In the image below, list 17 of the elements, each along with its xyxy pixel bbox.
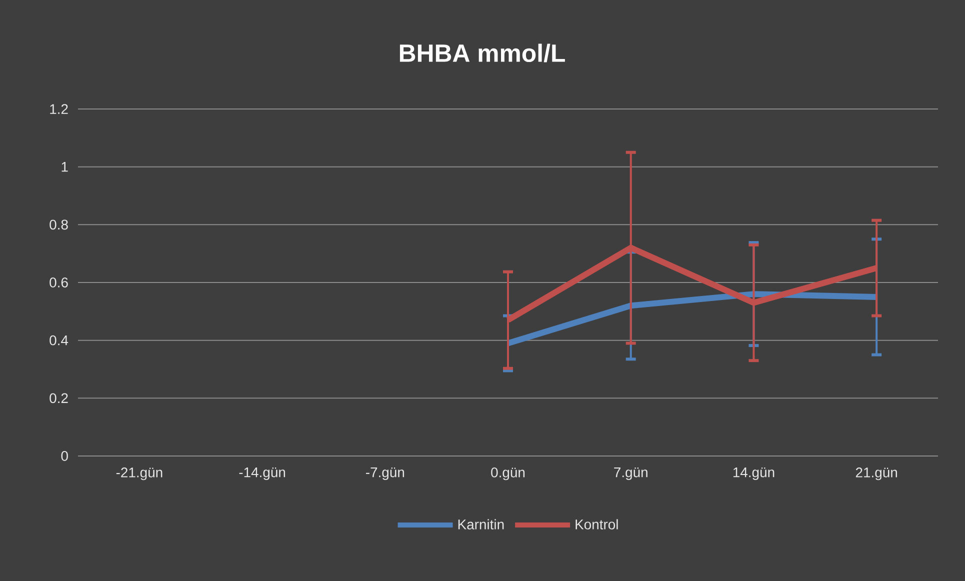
y-tick-label: 0.6 (50, 278, 68, 288)
chart-title: BHBA mmol/L (400, 44, 565, 62)
y-tick-label: 1.2 (50, 104, 68, 114)
y-tick-label: 0.8 (50, 220, 68, 230)
x-tick-label: 21.gün (856, 468, 897, 480)
x-tick-label: -14.gün (239, 468, 286, 480)
x-tick-label: -21.gün (116, 468, 162, 480)
x-tick-label: 0.gün (491, 468, 525, 480)
y-tick-label: 0 (61, 451, 68, 461)
x-tick-label: 7.gün (614, 468, 648, 480)
y-tick-label: 0.4 (50, 335, 68, 346)
y-tick-label: 1 (62, 162, 68, 172)
legend-label: Kontrol (576, 519, 618, 530)
x-tick-label: -7.gün (366, 468, 404, 480)
legend-label: Karnitin (458, 519, 504, 530)
x-tick-label: 14.gün (733, 468, 774, 480)
y-tick-label: 0.2 (50, 393, 68, 404)
